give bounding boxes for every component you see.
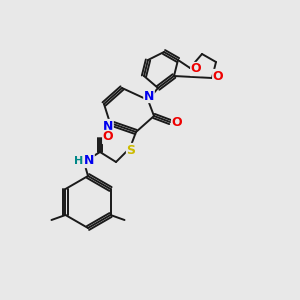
Text: O: O (103, 130, 113, 143)
Text: N: N (84, 154, 94, 167)
Text: H: H (74, 156, 84, 166)
Text: N: N (144, 89, 154, 103)
Text: O: O (213, 70, 223, 83)
Text: O: O (172, 116, 182, 130)
Text: N: N (103, 119, 113, 133)
Text: O: O (191, 62, 201, 76)
Text: S: S (127, 143, 136, 157)
